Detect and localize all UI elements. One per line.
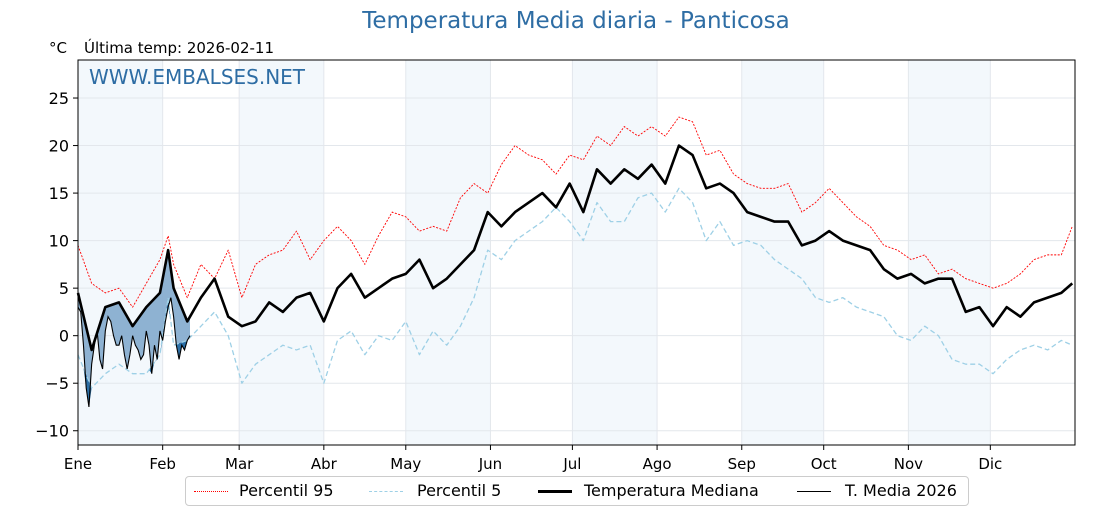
legend-p5-swatch <box>369 491 403 492</box>
y-tick-label: 15 <box>49 184 69 203</box>
legend: Percentil 95 Percentil 5 Temperatura Med… <box>185 476 969 506</box>
month-band-sep <box>741 60 824 445</box>
series-line-percentil-95 <box>77 116 1073 308</box>
series-lines <box>76 116 1074 408</box>
x-tick-label-feb: Feb <box>149 455 176 473</box>
x-tick-label-sep: Sep <box>728 455 756 473</box>
legend-p5-label: Percentil 5 <box>417 481 502 500</box>
month-band-mar <box>239 60 324 445</box>
y-tick-label: −10 <box>35 422 69 441</box>
legend-median-swatch <box>538 490 572 493</box>
month-bands <box>78 60 991 445</box>
x-tick-label-dic: Dic <box>978 455 1002 473</box>
axes: 25 20 15 10 5 0 −5 −10 Ene Feb Mar Abr May Jun Jul Ago S… <box>35 59 1076 473</box>
y-tick-label: 0 <box>59 327 69 346</box>
legend-p95-label: Percentil 95 <box>239 481 334 500</box>
y-axis-unit-label: °C <box>49 39 67 57</box>
legend-current-swatch <box>797 491 831 492</box>
x-tick-label-ene: Ene <box>64 455 92 473</box>
series-line-current-year <box>77 297 191 408</box>
y-tick-label: 10 <box>49 232 69 251</box>
month-band-ene <box>78 60 163 445</box>
series-line-temperatura-mediana <box>76 144 1074 352</box>
fill-current-vs-median <box>78 250 190 407</box>
legend-median-label: Temperatura Mediana <box>584 481 759 500</box>
x-tick-label-oct: Oct <box>811 455 837 473</box>
x-tick-label-mar: Mar <box>225 455 254 473</box>
y-tick-label: 25 <box>49 89 69 108</box>
watermark: WWW.EMBALSES.NET <box>89 65 306 89</box>
plot-frame <box>77 59 1076 446</box>
month-band-may <box>405 60 491 445</box>
legend-p95-swatch <box>194 491 228 492</box>
month-band-jul <box>572 60 658 445</box>
last-temp-label: Última temp: 2026-02-11 <box>84 39 275 57</box>
chart-title: Temperatura Media diaria - Panticosa <box>362 8 790 34</box>
y-tick-label: 5 <box>59 279 69 298</box>
x-tick-label-nov: Nov <box>894 455 923 473</box>
x-tick-label-ago: Ago <box>643 455 672 473</box>
y-tick-label: −5 <box>45 374 69 393</box>
y-tick-label: 20 <box>49 137 69 156</box>
x-tick-label-may: May <box>390 455 421 473</box>
series-line-percentil-5 <box>77 187 1073 389</box>
month-band-nov <box>908 60 991 445</box>
x-tick-label-abr: Abr <box>311 455 338 473</box>
x-tick-label-jul: Jul <box>562 455 581 473</box>
legend-current-label: T. Media 2026 <box>845 481 957 500</box>
x-tick-label-jun: Jun <box>478 455 502 473</box>
